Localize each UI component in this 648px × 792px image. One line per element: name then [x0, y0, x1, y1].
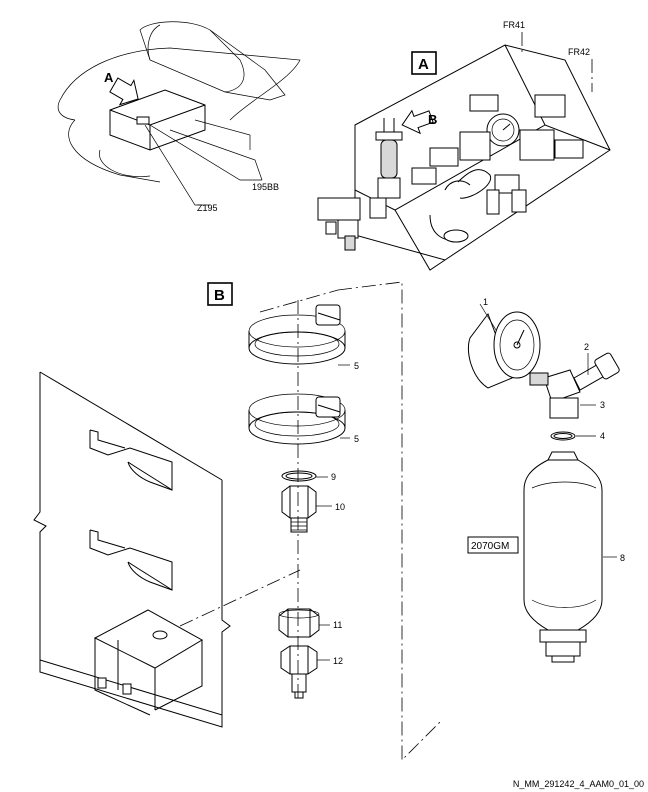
figure-reference: N_MM_291242_4_AAM0_01_00: [513, 779, 644, 789]
item-5-lower-label: 5: [354, 434, 359, 444]
item-8-label: 8: [620, 553, 625, 563]
item-9-label: 9: [331, 472, 336, 482]
view-b-arrow-label: B: [428, 112, 437, 127]
frame-42-label: FR42: [568, 47, 590, 57]
view-b-box: [207, 282, 233, 306]
view-b-title: B: [214, 287, 225, 304]
equipment-label: 2070GM: [471, 541, 509, 552]
frame-41-label: FR41: [503, 20, 525, 30]
view-a-arrow-label: A: [104, 70, 114, 85]
item-4-label: 4: [600, 431, 605, 441]
detail-a-module: A FR41 FR42 B: [317, 20, 611, 271]
parts-exploded-column: [179, 300, 346, 700]
equipment-label-box: [467, 536, 519, 554]
item-11-label: 11: [333, 620, 342, 630]
item-12-label: 12: [333, 656, 343, 666]
access-label: 195BB: [252, 182, 279, 192]
view-a-box: [411, 51, 437, 75]
view-a-title: A: [418, 56, 429, 73]
item-2-label: 2: [584, 342, 589, 352]
mounting-bracket-panel: [33, 371, 231, 728]
item-3-label: 3: [600, 400, 605, 410]
item-callouts: 1 2 3 4 5 5 8 9 10 11 12: [316, 297, 625, 666]
item-5-upper-label: 5: [354, 361, 359, 371]
aircraft-location-view: A Z195 195BB: [57, 21, 301, 213]
item-1-label: 1: [483, 297, 488, 307]
zone-label: Z195: [197, 203, 218, 213]
view-a-arrow-icon: [109, 77, 139, 106]
view-b-arrow-icon: [401, 109, 434, 135]
gauge-and-filter-assembly: 2070GM: [467, 311, 620, 663]
item-10-label: 10: [335, 502, 345, 512]
